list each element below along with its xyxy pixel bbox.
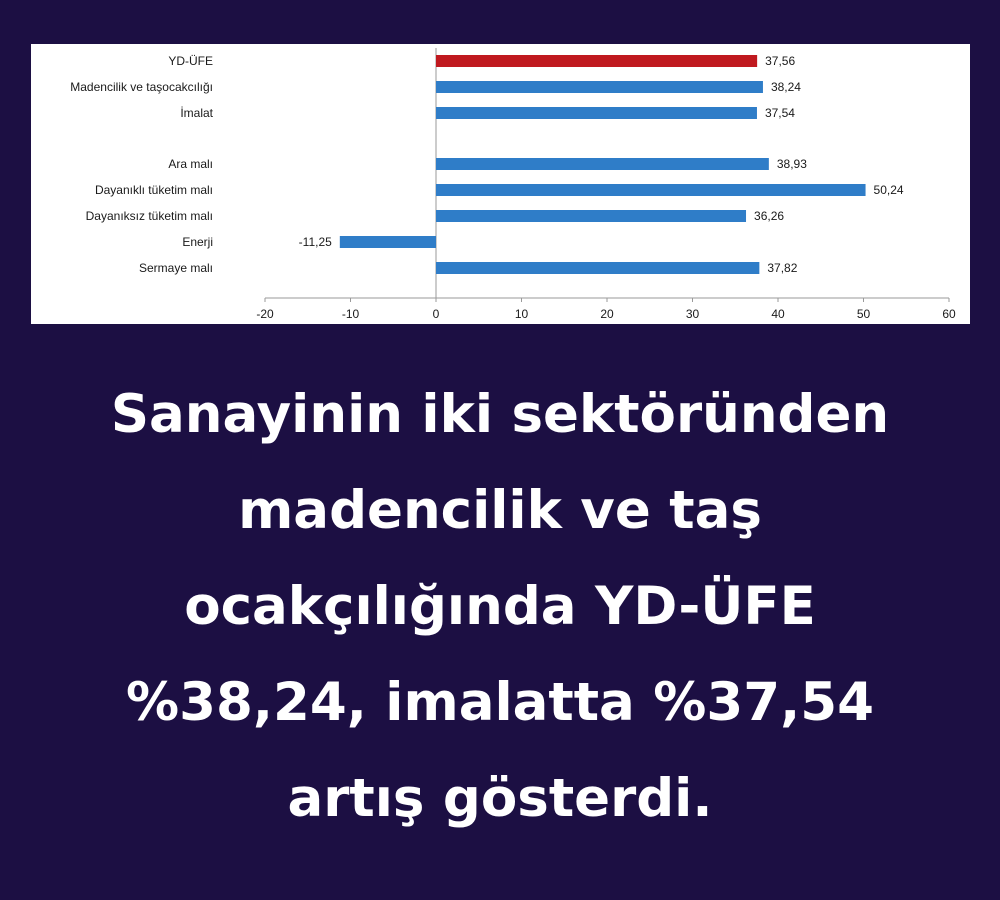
bar [436,55,758,67]
data-label: 50,24 [874,183,904,197]
data-label: 36,26 [754,209,784,223]
x-tick-label: 10 [515,307,529,321]
bar [436,107,757,119]
headline-line-4: %38,24, imalatta %37,54 [125,672,875,733]
bar [436,184,866,196]
bar [339,236,436,248]
x-tick-label: 60 [942,307,956,321]
x-tick-label: 20 [600,307,614,321]
x-tick-label: -10 [342,307,360,321]
bar [436,210,747,222]
category-label: Sermaye malı [139,261,213,275]
bar [436,158,769,170]
x-tick-label: 50 [857,307,871,321]
x-tick-label: 0 [433,307,440,321]
headline-line-5: artış gösterdi. [287,768,713,829]
data-label: 37,54 [765,106,795,120]
headline-line-2: madencilik ve taş [238,480,762,541]
bar-chart: -20 -10 0 10 20 30 40 50 60 YD-ÜFE 37,56 Madencilik… [70,48,956,321]
category-label: Madencilik ve taşocakcılığı [70,80,213,94]
category-label: YD-ÜFE [168,54,213,68]
x-tick-label: 40 [771,307,785,321]
data-label: -11,25 [299,235,332,249]
x-tick-label: 30 [686,307,700,321]
bar [436,81,763,93]
data-label: 37,56 [765,54,795,68]
data-label: 37,82 [767,261,797,275]
category-label: Ara malı [168,157,213,171]
headline-line-1: Sanayinin iki sektöründen [110,384,890,445]
headline-line-3: ocakçılığında YD-ÜFE [184,576,816,637]
category-label: Dayanıklı tüketim malı [95,183,213,197]
category-label: Enerji [182,235,213,249]
data-label: 38,24 [771,80,801,94]
headline: Sanayinin iki sektöründen madencilik ve … [20,367,980,847]
data-label: 38,93 [777,157,807,171]
category-label: İmalat [180,106,213,120]
category-label: Dayanıksız tüketim malı [86,209,213,223]
bar [436,262,760,274]
chart-panel: -20 -10 0 10 20 30 40 50 60 YD-ÜFE 37,56 Madencilik… [31,44,970,324]
x-tick-label: -20 [256,307,274,321]
